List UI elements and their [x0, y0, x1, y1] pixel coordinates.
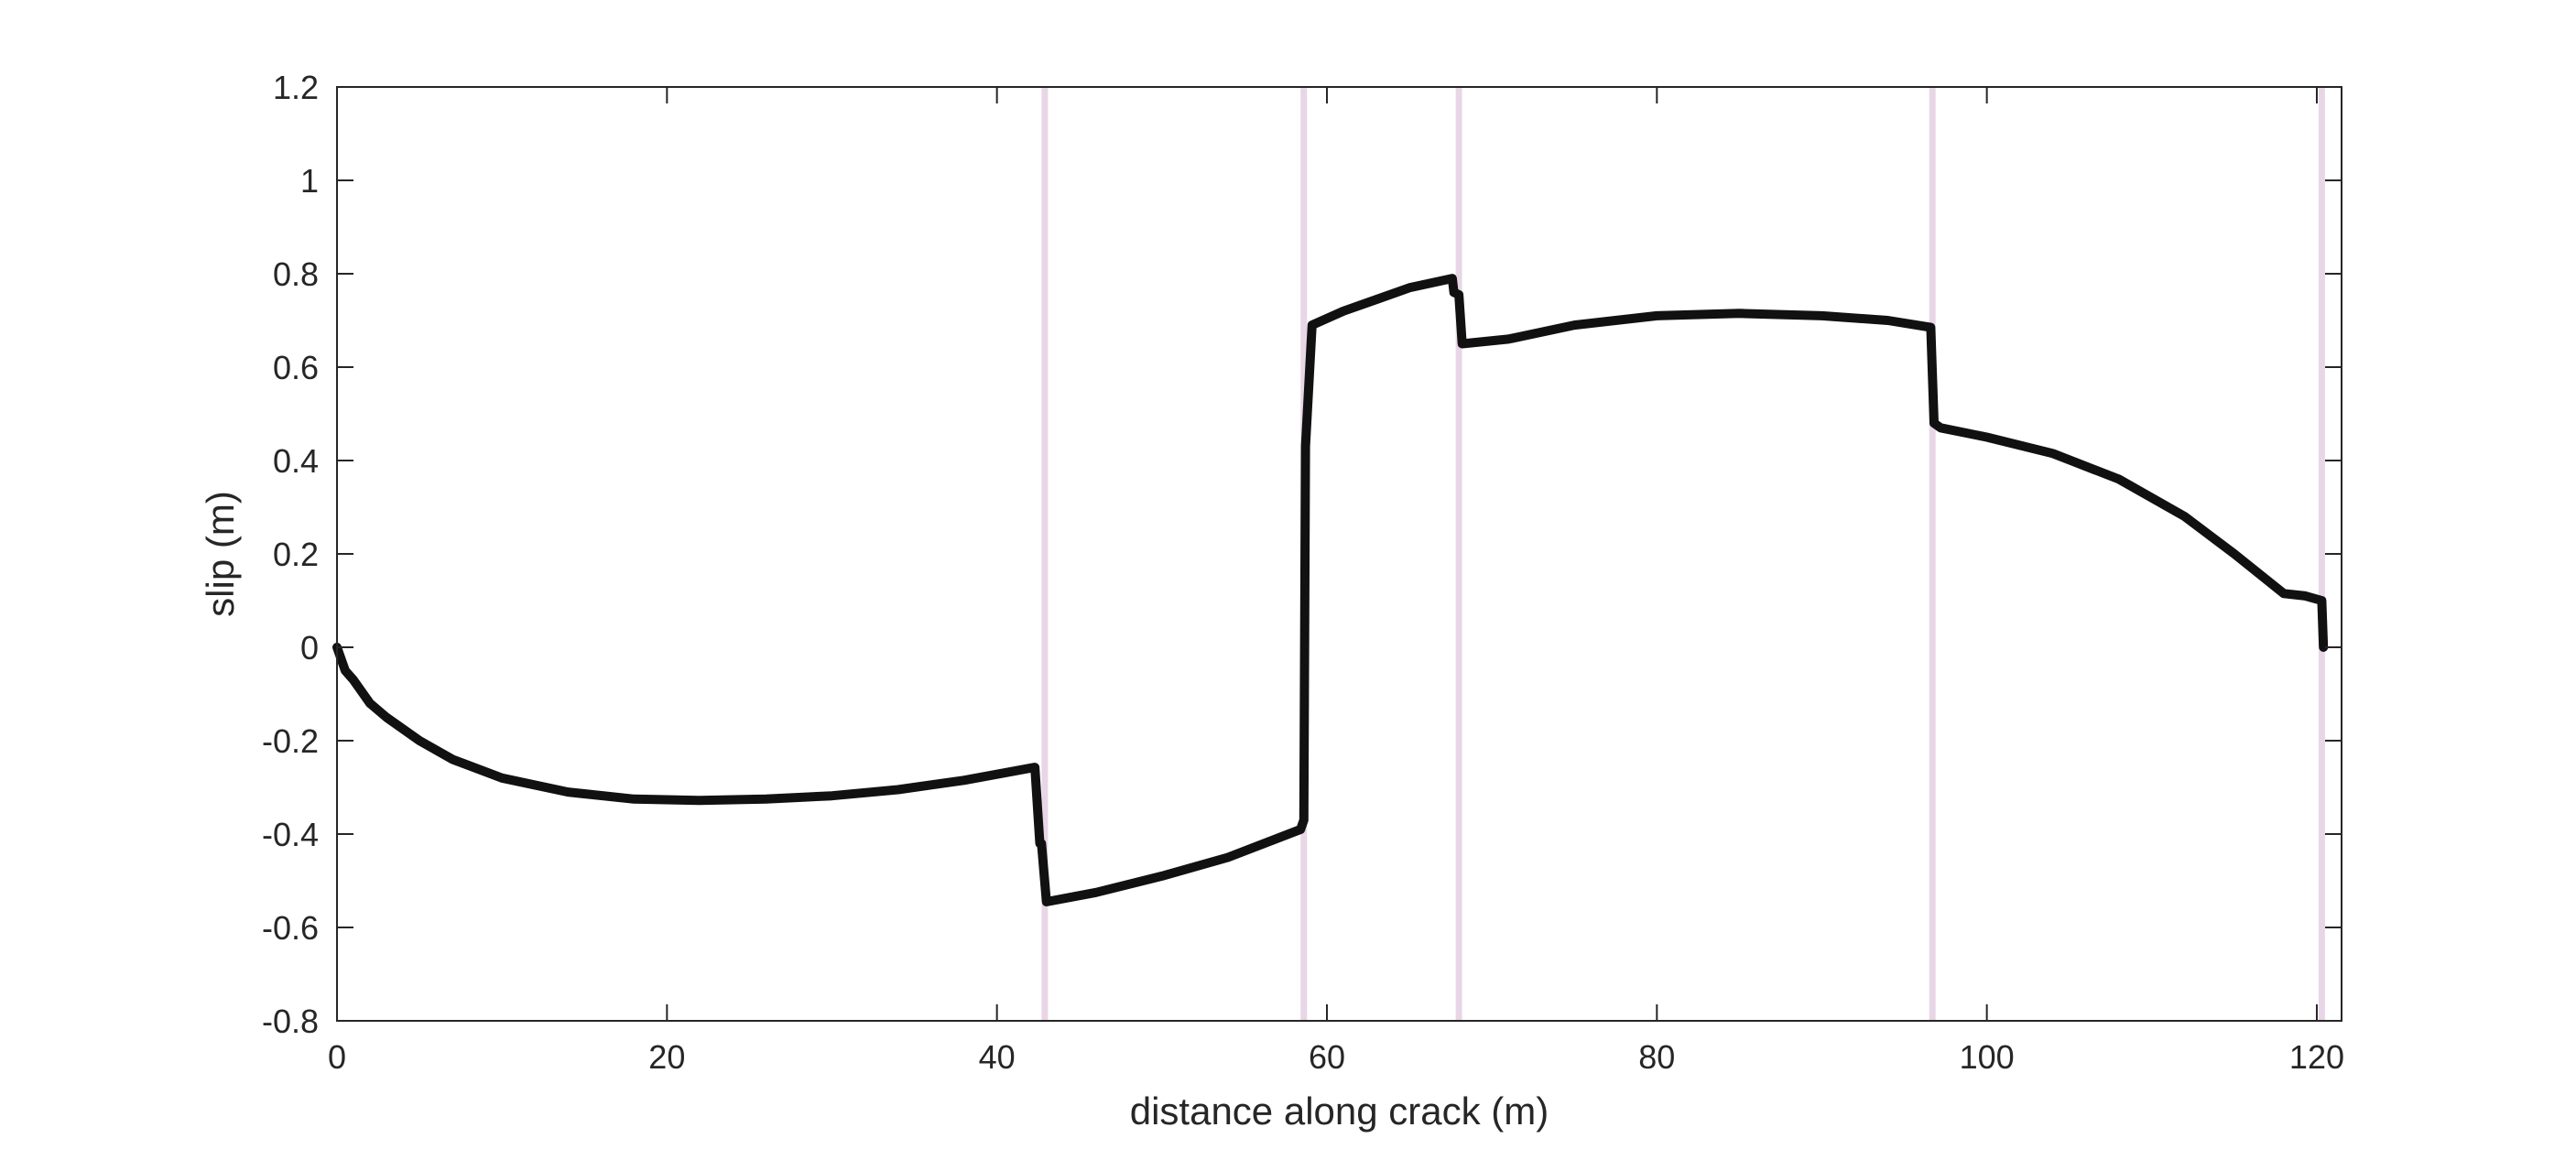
- x-tick-label-6: 120: [2289, 1038, 2344, 1076]
- x-tick-label-5: 100: [1960, 1038, 2015, 1076]
- ticks: 0 20 40 60 80 100 120 -0.8 -0.6 -0.4 -0.2 0 0.2 0.4 0.…: [262, 69, 2344, 1076]
- y-tick-label-10: 1.2: [273, 69, 319, 106]
- x-axis-title: distance along crack (m): [1130, 1089, 1549, 1133]
- x-tick-label-0: 0: [328, 1038, 346, 1076]
- plot-frame: [336, 86, 2342, 1022]
- x-tick-label-1: 20: [648, 1038, 685, 1076]
- x-tick-label-3: 60: [1309, 1038, 1345, 1076]
- y-tick-label-2: -0.4: [262, 816, 319, 853]
- y-axis-title: slip (m): [199, 491, 242, 617]
- x-tick-label-4: 80: [1638, 1038, 1675, 1076]
- y-tick-label-4: 0: [300, 629, 319, 667]
- y-tick-label-0: -0.8: [262, 1003, 319, 1040]
- y-tick-label-3: -0.2: [262, 722, 319, 760]
- y-tick-label-5: 0.2: [273, 536, 319, 573]
- y-tick-label-6: 0.4: [273, 442, 319, 480]
- series-line-0: [332, 274, 2329, 906]
- series-layer: [332, 274, 2329, 906]
- x-tick-label-2: 40: [979, 1038, 1016, 1076]
- y-tick-label-8: 0.8: [273, 255, 319, 293]
- y-tick-label-9: 1: [300, 162, 319, 200]
- vertical-lines: [1041, 87, 2325, 1021]
- y-tick-label-1: -0.6: [262, 909, 319, 947]
- y-tick-label-7: 0.6: [273, 349, 319, 386]
